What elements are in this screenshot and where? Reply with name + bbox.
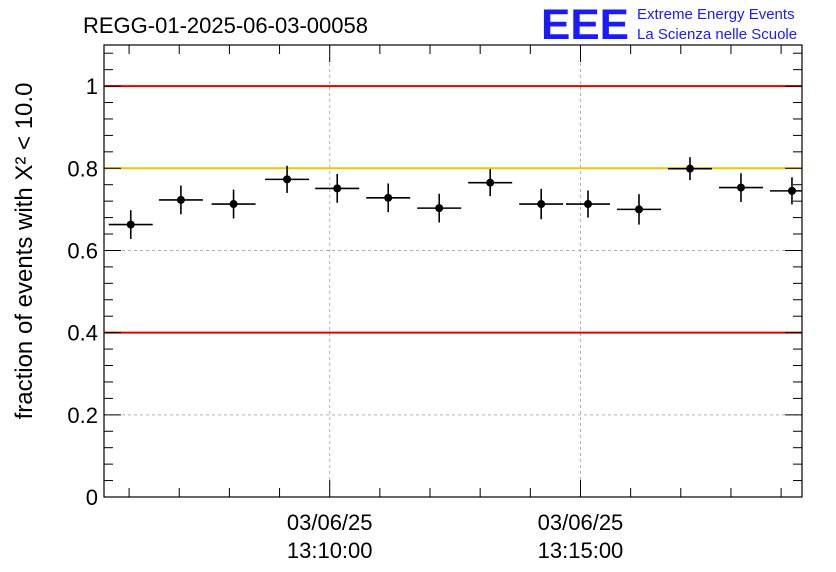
y-axis: 0 0.2 0.4 0.6 0.8 1	[67, 52, 802, 510]
y-tick-label: 0.2	[67, 403, 98, 428]
data-point	[366, 183, 411, 213]
y-tick-label: 0.6	[67, 238, 98, 263]
point-marker	[333, 184, 342, 193]
point-marker	[537, 200, 546, 209]
point-marker	[384, 193, 393, 202]
x-tick-label-time: 13:15:00	[538, 538, 624, 563]
y-tick-label: 0.4	[67, 321, 98, 346]
point-marker	[176, 195, 185, 204]
data-point	[616, 194, 661, 225]
logo-line1: Extreme Energy Events	[637, 6, 795, 23]
data-point	[211, 189, 256, 219]
y-tick-label: 0.8	[67, 156, 98, 181]
point-marker	[634, 205, 643, 214]
x-tick-label-date: 03/06/25	[538, 510, 624, 535]
data-point	[265, 165, 310, 193]
logo-line2: La Scienza nelle Scuole	[637, 26, 797, 43]
x-axis: 03/06/25 13:10:00 03/06/25 13:15:00	[128, 45, 782, 563]
point-marker	[126, 220, 135, 229]
y-tick-label: 0	[86, 485, 98, 510]
logo-mark: EEE	[541, 1, 629, 49]
point-marker	[229, 200, 238, 209]
x-tick-label-time: 13:10:00	[287, 538, 373, 563]
plot-border	[103, 44, 803, 498]
point-marker	[435, 204, 444, 213]
data-point	[158, 185, 203, 215]
data-point	[566, 190, 611, 218]
y-axis-label: fraction of events with Χ² < 10.0	[11, 83, 38, 420]
reference-lines	[104, 85, 802, 334]
point-marker	[685, 164, 694, 173]
data-point	[108, 210, 153, 239]
data-point	[315, 174, 360, 203]
point-marker	[787, 186, 796, 195]
data-point	[519, 188, 564, 220]
point-marker	[283, 175, 292, 184]
point-marker	[736, 183, 745, 192]
point-marker	[584, 200, 593, 209]
grid	[104, 45, 802, 497]
logo: EEE Extreme Energy Events La Scienza nel…	[541, 1, 797, 49]
data-point	[417, 193, 462, 223]
data-point	[769, 177, 802, 205]
data-point	[667, 157, 712, 181]
x-tick-label-date: 03/06/25	[287, 510, 373, 535]
y-tick-label: 1	[86, 74, 98, 99]
data-series	[108, 157, 802, 239]
data-point	[468, 169, 513, 197]
plot-frame	[103, 44, 803, 498]
data-point	[718, 173, 763, 202]
chart-title: REGG-01-2025-06-03-00058	[83, 13, 368, 38]
point-marker	[486, 178, 495, 187]
